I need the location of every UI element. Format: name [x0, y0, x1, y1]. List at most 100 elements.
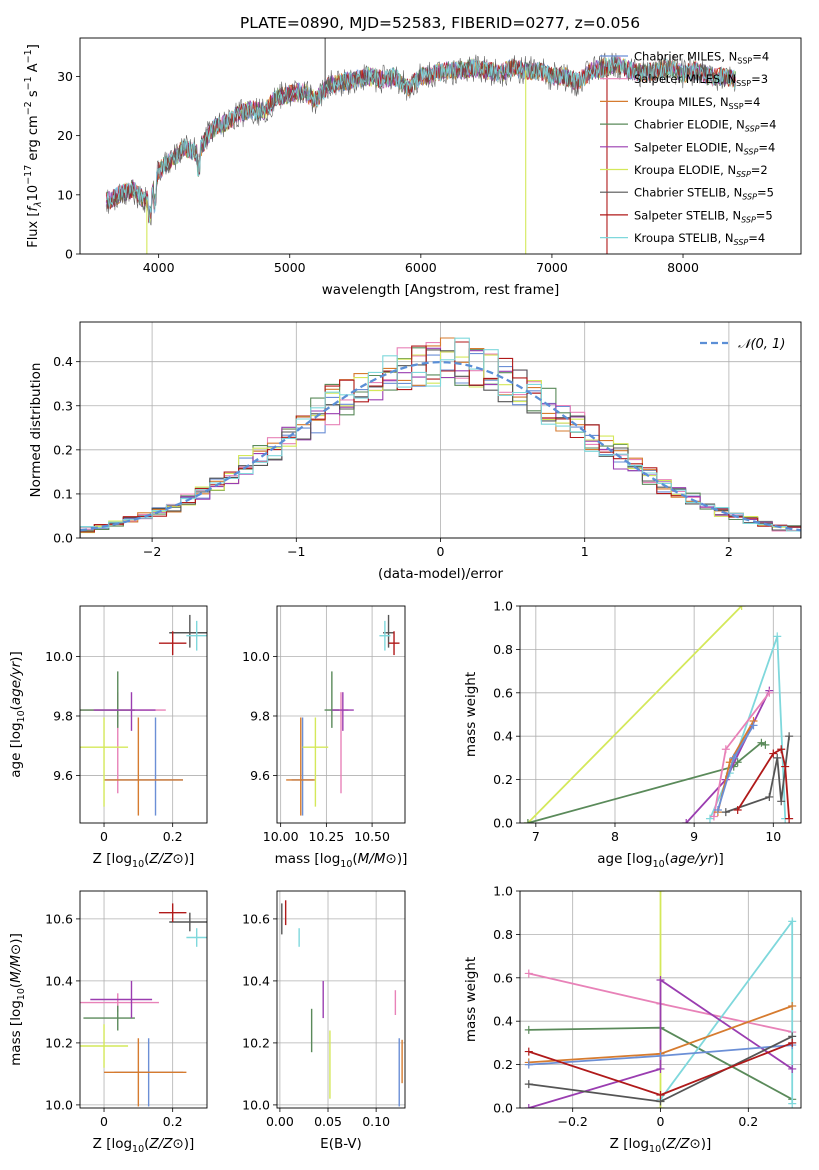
errorbar-series-mass-vs-ebv [281, 900, 403, 1107]
series-marker [785, 814, 794, 823]
series-marker [788, 1002, 797, 1011]
axes-frame [79, 605, 208, 824]
x-tick-label: 0 [100, 829, 108, 844]
axes-residuals: −2 −1 0 1 2 0.0 0.1 0.2 0.3 0.4 [53, 322, 801, 559]
spectrum-line-kroupa-stelib [106, 57, 736, 223]
axes-frame [519, 890, 802, 1109]
y-axis-label: Normed distribution [28, 363, 44, 498]
y-tick-label: 9.6 [250, 768, 270, 783]
x-tick-label: 8000 [667, 260, 699, 275]
y-tick-label: 10.6 [242, 911, 270, 926]
y-tick-label: 10.2 [45, 1035, 73, 1050]
legend-entry: Kroupa STELIB, NSSP=4 [634, 231, 765, 247]
axes-age-vs-Z: 0 0.2 9.6 9.8 10.0 [45, 606, 207, 844]
x-tick-label: 5000 [274, 260, 306, 275]
series-marker [773, 753, 782, 762]
series-marker [765, 688, 774, 697]
x-axis-label: Z [log10(Z/Z⊙)] [93, 851, 195, 870]
x-tick-label: 1 [581, 544, 589, 559]
series-marker [781, 762, 790, 771]
series-marker [788, 1099, 797, 1108]
series-marker [749, 721, 758, 730]
x-tick-label: 0.05 [314, 1114, 342, 1129]
y-tick-label: 0.3 [53, 398, 73, 413]
axes-mass-weight-vs-age: 7 8 9 10 0.0 0.2 0.4 0.6 0.8 1.0 [493, 599, 801, 844]
errorbar-series-age-vs-Z [80, 614, 207, 816]
axes-frame [79, 321, 802, 539]
y-axis-label: mass weight [463, 957, 479, 1042]
series-marker [524, 1104, 533, 1108]
y-tick-label: 9.6 [53, 768, 73, 783]
series-line [527, 606, 743, 823]
axes-frame [79, 890, 208, 1109]
series-marker [769, 749, 778, 758]
series-line [685, 690, 771, 823]
y-axis-label: Flux [fλ10−17 erg cm−2 s−1 A−1] [23, 44, 44, 248]
series-marker [524, 1060, 533, 1069]
x-tick-label: 10 [765, 829, 781, 844]
x-axis-label: Z [log10(Z/Z⊙)] [93, 1136, 195, 1155]
x-tick-label: 10.25 [308, 829, 344, 844]
line-series-mass-weight-vs-age [523, 606, 794, 823]
spectrum-series [105, 38, 736, 254]
x-tick-label: 0.2 [738, 1114, 758, 1129]
series-marker [656, 975, 665, 984]
legend-entry: Salpeter ELODIE, NSSP=4 [634, 140, 775, 156]
series-marker [524, 1080, 533, 1089]
y-tick-label: 1.0 [493, 599, 513, 614]
series-line [709, 636, 787, 820]
y-tick-label: 10.4 [242, 973, 270, 988]
legend-entry: Kroupa MILES, NSSP=4 [634, 95, 760, 111]
y-tick-label: 9.8 [250, 708, 270, 723]
y-axis-label: mass [log10(M/M⊙)] [8, 933, 27, 1066]
y-tick-label: 0.4 [53, 354, 73, 369]
y-tick-label: 0.0 [493, 1101, 513, 1116]
axes-mass-weight-vs-Z: −0.2 0 0.2 0.0 0.2 0.4 0.6 0.8 1.0 [493, 884, 801, 1129]
series-line [736, 747, 790, 819]
series-marker [773, 632, 782, 641]
y-tick-label: 0.8 [493, 927, 513, 942]
y-tick-label: 0.0 [53, 531, 73, 546]
legend-entry: Chabrier STELIB, NSSP=5 [634, 186, 774, 202]
axes-frame [79, 37, 802, 255]
y-tick-label: 10.0 [45, 649, 73, 664]
x-tick-label: −1 [287, 544, 305, 559]
series-marker [705, 814, 714, 823]
line-series-mass-weight-vs-Z [524, 891, 797, 1108]
y-tick-label: 10.6 [45, 911, 73, 926]
errorbar-series-mass-vs-Z [80, 903, 207, 1107]
x-axis-label: E(B-V) [320, 1136, 362, 1152]
y-tick-label: 0.6 [493, 970, 513, 985]
y-axis-label: age [log10(age/yr)] [8, 651, 27, 777]
series-marker [721, 808, 730, 817]
histogram-kroupa-stelib [80, 337, 801, 538]
series-marker [761, 740, 770, 749]
axes-age-vs-mass: 10.00 10.25 10.50 9.6 9.8 10.0 [242, 606, 405, 844]
series-marker [524, 969, 533, 978]
x-tick-label: 0.2 [163, 829, 183, 844]
legend-entry: Chabrier ELODIE, NSSP=4 [634, 118, 776, 134]
figure-title: PLATE=0890, MJD=52583, FIBERID=0277, z=0… [240, 14, 640, 32]
y-tick-label: 0.2 [493, 1057, 513, 1072]
y-tick-label: 0.4 [493, 1014, 513, 1029]
y-tick-label: 10.2 [242, 1035, 270, 1050]
series-marker [713, 805, 722, 814]
x-tick-label: 0 [657, 1114, 665, 1129]
series-marker [656, 1064, 665, 1073]
series-marker [788, 1064, 797, 1073]
axes-frame [276, 605, 406, 824]
spectrum-legend: Chabrier MILES, NSSP=4 Salpeter MILES, NS… [600, 50, 776, 247]
y-tick-label: 0 [65, 247, 73, 262]
x-tick-label: −0.2 [558, 1114, 588, 1129]
series-marker [656, 891, 665, 895]
series-marker [656, 1090, 665, 1099]
x-tick-label: −2 [143, 544, 161, 559]
y-tick-label: 1.0 [493, 884, 513, 899]
y-tick-label: 10 [57, 187, 73, 202]
x-tick-label: 0.2 [163, 1114, 183, 1129]
axes-mass-vs-Z: 0 0.2 10.0 10.2 10.4 10.6 [45, 891, 207, 1129]
y-tick-label: 0.4 [493, 729, 513, 744]
x-tick-label: 8 [611, 829, 619, 844]
normal-curve [80, 360, 801, 532]
axes-mass-vs-ebv: 0.00 0.05 0.10 10.0 10.2 10.4 10.6 [242, 891, 405, 1129]
